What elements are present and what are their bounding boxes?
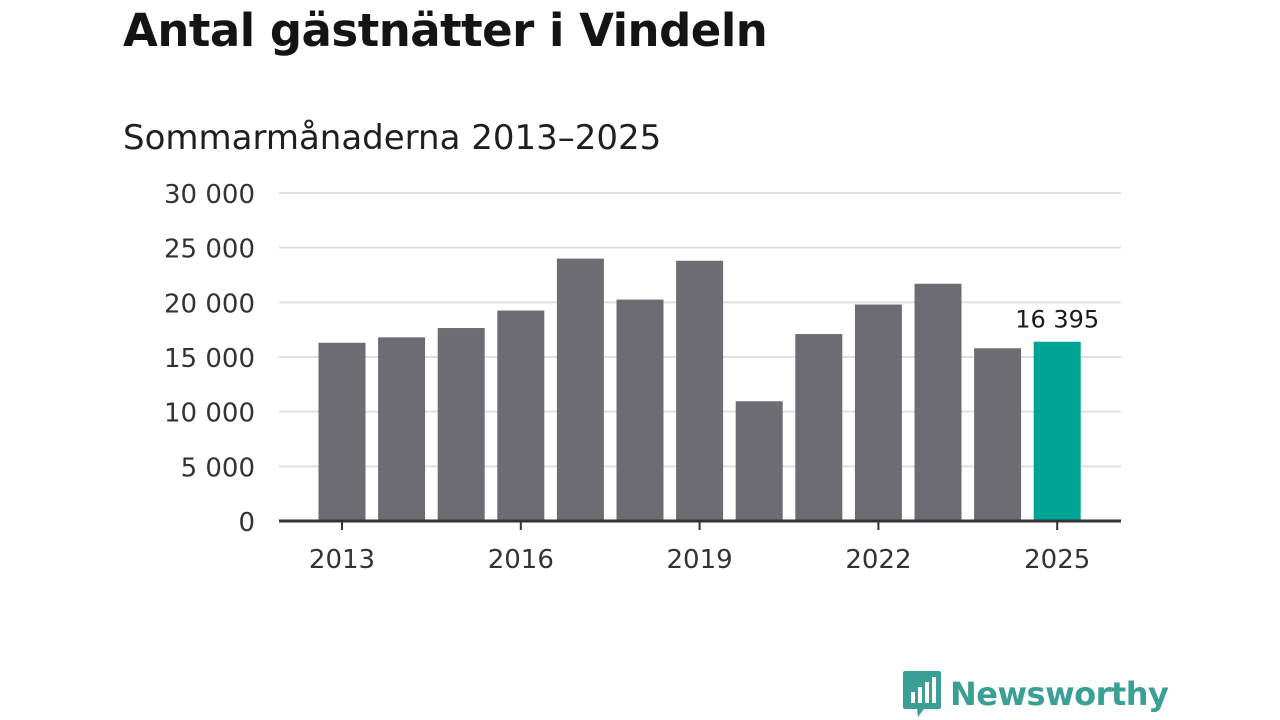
bar-2014: [378, 337, 426, 521]
bar-2013: [318, 342, 366, 521]
x-tick-label: 2016: [488, 545, 554, 575]
bar-2016: [497, 310, 545, 521]
bar-2018: [616, 299, 664, 521]
bar-2015: [437, 328, 485, 521]
x-axis-tick-labels: 2013 2016 2019 2022 2025: [309, 545, 1090, 575]
data-label-2025: 16 395: [1015, 306, 1099, 334]
bar-2025: [1033, 341, 1081, 521]
bar-2023: [914, 283, 962, 521]
bar-2017: [556, 258, 604, 521]
y-tick-label: 10 000: [164, 399, 255, 429]
bar-2019: [676, 260, 724, 521]
x-axis: [279, 519, 1121, 530]
y-axis-tick-labels: 0 5 000 10 000 15 000 20 000 25 000 30 000: [164, 180, 255, 538]
x-tick-label: 2019: [667, 545, 733, 575]
newsworthy-brand: Newsworthy: [902, 670, 1169, 718]
chart-title: Antal gästnätter i Vindeln: [123, 4, 768, 57]
x-tick-label: 2025: [1024, 545, 1090, 575]
y-tick-label: 0: [238, 508, 255, 538]
y-tick-label: 25 000: [164, 235, 255, 265]
y-tick-label: 15 000: [164, 344, 255, 374]
bar-2020: [735, 401, 783, 521]
bar-2022: [854, 304, 902, 521]
y-tick-label: 20 000: [164, 289, 255, 319]
y-tick-label: 30 000: [164, 180, 255, 210]
newsworthy-logo-icon: [903, 671, 941, 717]
bars: [318, 258, 1081, 521]
data-labels: 16 395: [1015, 306, 1099, 334]
bar-2021: [795, 334, 843, 521]
y-tick-label: 5 000: [181, 453, 255, 483]
x-tick-label: 2022: [845, 545, 911, 575]
bar-2024: [974, 348, 1022, 521]
x-tick-label: 2013: [309, 545, 375, 575]
brand-name: Newsworthy: [950, 675, 1169, 713]
chart-subtitle: Sommarmånaderna 2013–2025: [123, 118, 662, 158]
